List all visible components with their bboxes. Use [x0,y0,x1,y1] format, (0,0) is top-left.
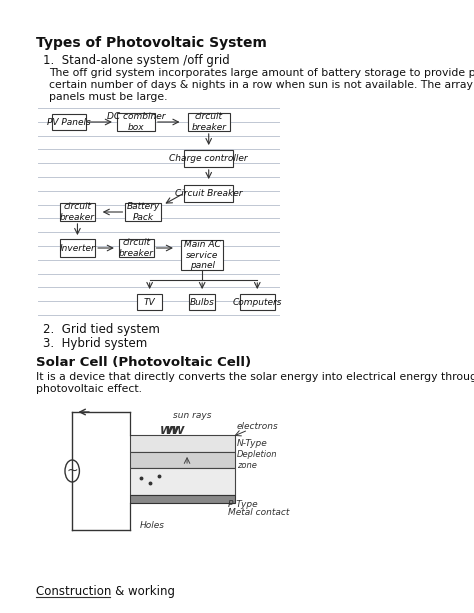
Text: panels must be large.: panels must be large. [49,92,168,102]
Text: W: W [160,426,172,436]
Text: Bulbs: Bulbs [190,297,215,306]
FancyBboxPatch shape [125,203,161,221]
Text: Inverter: Inverter [60,243,95,253]
Polygon shape [130,452,235,468]
Text: Solar Cell (Photovoltaic Cell): Solar Cell (Photovoltaic Cell) [36,356,251,369]
Text: circuit
breaker: circuit breaker [60,202,95,222]
Polygon shape [130,495,235,503]
Text: Main AC
service
panel: Main AC service panel [184,240,220,270]
Text: circuit
breaker: circuit breaker [119,238,154,257]
FancyBboxPatch shape [137,294,162,310]
Text: DC combiner
box: DC combiner box [107,112,165,132]
Text: Holes: Holes [140,521,165,530]
Text: 1.  Stand-alone system /off grid: 1. Stand-alone system /off grid [43,54,229,67]
Text: TV: TV [144,297,155,306]
FancyBboxPatch shape [189,294,215,310]
Text: PV Panels: PV Panels [47,118,91,126]
Text: Depletion
zone: Depletion zone [237,451,277,470]
Text: ~: ~ [66,464,78,478]
Text: Charge controller: Charge controller [169,153,248,162]
Text: Types of Photovoltaic System: Types of Photovoltaic System [36,36,267,50]
FancyBboxPatch shape [60,203,95,221]
FancyBboxPatch shape [60,239,95,257]
Text: It is a device that directly converts the solar energy into electrical energy th: It is a device that directly converts th… [36,372,474,382]
FancyBboxPatch shape [119,239,154,257]
Text: Circuit Breaker: Circuit Breaker [175,189,243,197]
FancyBboxPatch shape [239,294,275,310]
Text: 3.  Hybrid system: 3. Hybrid system [43,337,147,350]
FancyBboxPatch shape [181,240,223,270]
FancyBboxPatch shape [184,150,233,167]
Text: photovoltaic effect.: photovoltaic effect. [36,384,142,394]
Text: Construction & working: Construction & working [36,585,175,598]
Polygon shape [130,435,235,452]
Text: Computers: Computers [233,297,282,306]
Text: circuit
breaker: circuit breaker [191,112,226,132]
Text: 2.  Grid tied system: 2. Grid tied system [43,323,160,336]
Polygon shape [130,468,235,495]
Text: W: W [172,426,184,436]
FancyBboxPatch shape [184,185,233,202]
Text: Metal contact: Metal contact [228,508,290,517]
FancyBboxPatch shape [117,113,155,131]
Text: W: W [166,426,178,436]
Text: sun rays: sun rays [173,411,211,420]
Text: electrons: electrons [236,422,278,431]
Text: The off grid system incorporates large amount of battery storage to provide powe: The off grid system incorporates large a… [49,68,474,78]
Text: Battery
Pack: Battery Pack [127,202,160,222]
Text: certain number of days & nights in a row when sun is not available. The array of: certain number of days & nights in a row… [49,80,474,90]
Text: N-Type: N-Type [237,439,268,448]
FancyBboxPatch shape [188,113,230,131]
FancyBboxPatch shape [52,114,86,130]
Text: P Type: P Type [228,500,258,509]
